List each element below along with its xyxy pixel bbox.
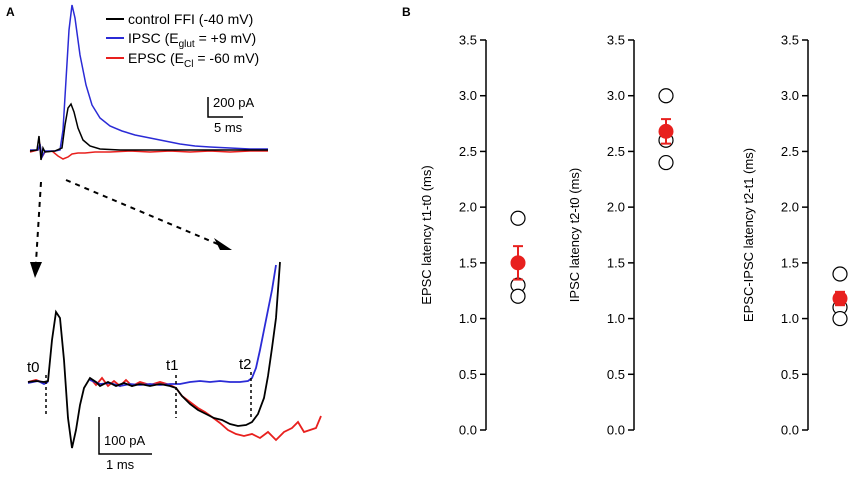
legend-label-ipsc: IPSC (Eglut = +9 mV) xyxy=(128,30,256,50)
y-tick-label: 3.5 xyxy=(607,33,625,48)
marker-t2-label: t2 xyxy=(239,356,252,373)
y-tick-label: 2.0 xyxy=(607,200,625,215)
legend-epsc-rest: = -60 mV) xyxy=(193,50,259,66)
y-tick-label: 0.5 xyxy=(781,367,799,382)
panel-b: B 0.0 0.5 1.0 1.5 2.0 2.5 3.0 3.5 EPSC latency t… xyxy=(402,5,848,438)
panel-b-charts: 0.0 0.5 1.0 1.5 2.0 2.5 3.0 3.5 EPSC latency t1-… xyxy=(419,33,848,438)
mean-point xyxy=(510,255,526,271)
y-tick-label: 2.5 xyxy=(781,144,799,159)
trace-top-control xyxy=(29,102,268,161)
top-traces xyxy=(29,4,268,161)
mean-point xyxy=(658,123,674,139)
y-tick-label: 3.0 xyxy=(607,88,625,103)
y-tick-label: 1.5 xyxy=(607,255,625,270)
mean-point xyxy=(832,291,848,307)
bottom-traces xyxy=(27,261,322,449)
legend-epsc-sub: Cl xyxy=(184,59,193,70)
y-tick-label: 3.5 xyxy=(459,33,477,48)
panel-a-label: A xyxy=(6,5,15,19)
arrow-left-head xyxy=(30,262,42,278)
y-axis-title: IPSC latency t2-t0 (ms) xyxy=(567,168,582,302)
legend-label-control: control FFI (-40 mV) xyxy=(128,11,253,27)
y-axis-title: EPSC latency t1-t0 (ms) xyxy=(419,165,434,304)
y-tick-label: 3.5 xyxy=(781,33,799,48)
data-point xyxy=(658,88,674,104)
legend-ipsc-sub: glut xyxy=(179,39,195,50)
marker-t0-label: t0 xyxy=(27,359,40,376)
bottom-scale-bar: 100 pA 1 ms xyxy=(98,417,152,472)
y-tick-label: 2.0 xyxy=(781,200,799,215)
top-scale-bar-lines xyxy=(207,97,243,118)
arrow-right-line xyxy=(65,179,221,246)
y-tick-label: 1.0 xyxy=(607,311,625,326)
y-tick-label: 1.0 xyxy=(459,311,477,326)
expansion-arrows xyxy=(30,179,232,278)
y-tick-label: 2.0 xyxy=(459,200,477,215)
y-tick-label: 1.5 xyxy=(781,255,799,270)
y-tick-label: 1.5 xyxy=(459,255,477,270)
panel-b-label: B xyxy=(402,5,411,19)
y-tick-label: 3.0 xyxy=(781,88,799,103)
trace-top-epsc xyxy=(29,142,268,160)
data-point xyxy=(832,310,848,327)
y-axis-title: EPSC-IPSC latency t2-t1 (ms) xyxy=(741,148,756,322)
panel-a: A control FFI (-40 mV) IPSC (Eglut = +9 … xyxy=(6,4,322,472)
y-tick-label: 2.5 xyxy=(459,144,477,159)
legend-ipsc-rest: = +9 mV) xyxy=(195,30,256,46)
top-scale-bar: 200 pA 5 ms xyxy=(207,95,255,135)
y-tick-label: 0.0 xyxy=(607,423,625,438)
trace-bottom-control xyxy=(27,261,281,449)
data-point xyxy=(832,266,848,282)
time-markers: t0 t1 t2 xyxy=(27,356,252,420)
top-scale-time: 5 ms xyxy=(214,120,243,135)
data-point xyxy=(510,210,526,226)
marker-t1-label: t1 xyxy=(166,357,179,374)
legend-epsc-main: EPSC (E xyxy=(128,50,184,66)
legend-label-epsc: EPSC (ECl = -60 mV) xyxy=(128,50,259,70)
y-tick-label: 0.0 xyxy=(781,423,799,438)
bottom-scale-bar-lines xyxy=(98,417,152,455)
latency-chart-2: 0.0 0.5 1.0 1.5 2.0 2.5 3.0 3.5 IPSC latency t2-… xyxy=(567,33,674,438)
latency-chart-3: 0.0 0.5 1.0 1.5 2.0 2.5 3.0 3.5 EPSC-IPSC latenc… xyxy=(741,33,848,438)
y-tick-label: 0.5 xyxy=(459,367,477,382)
top-scale-amplitude: 200 pA xyxy=(213,95,255,110)
arrow-left-line xyxy=(35,181,42,263)
y-tick-label: 0.0 xyxy=(459,423,477,438)
latency-chart-1: 0.0 0.5 1.0 1.5 2.0 2.5 3.0 3.5 EPSC latency t1-… xyxy=(419,33,526,438)
arrow-right-head xyxy=(214,238,232,250)
bottom-scale-amplitude: 100 pA xyxy=(104,433,146,448)
legend-ipsc-main: IPSC (E xyxy=(128,30,179,46)
y-tick-label: 0.5 xyxy=(607,367,625,382)
y-tick-label: 1.0 xyxy=(781,311,799,326)
y-tick-label: 3.0 xyxy=(459,88,477,103)
legend: control FFI (-40 mV) IPSC (Eglut = +9 mV… xyxy=(106,11,259,70)
data-point xyxy=(510,288,526,304)
y-tick-label: 2.5 xyxy=(607,144,625,159)
bottom-scale-time: 1 ms xyxy=(106,457,135,472)
data-point xyxy=(658,154,674,171)
